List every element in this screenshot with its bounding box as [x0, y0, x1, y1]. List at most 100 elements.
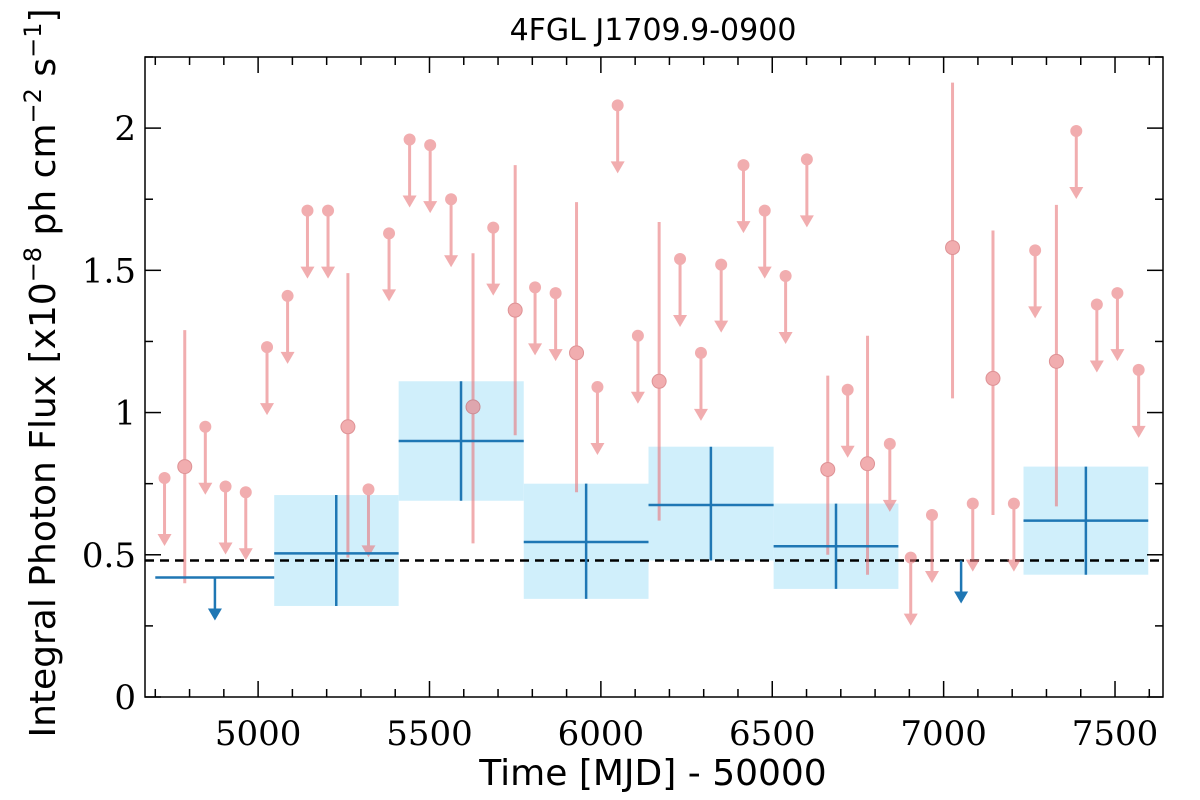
fine-bin-upper-limit: [548, 287, 563, 362]
y-axis-title-part: ]: [23, 8, 64, 22]
fine-bin-upper-limit: [757, 204, 772, 279]
fine-bin-upper-limit-point: [1111, 287, 1124, 300]
y-axis-title-exp: −2: [19, 88, 47, 123]
coarse-bin-detection: [773, 503, 899, 589]
y-axis-title: Integral Photon Flux [x10−8 ph cm−2 s−1]: [19, 8, 64, 737]
fine-bin-upper-limit-arrow: [610, 161, 625, 174]
y-axis-ticks: 0 0.5 1 1.5 2: [82, 56, 1163, 718]
fine-bin-upper-limit-arrow: [965, 559, 980, 572]
y-axis-tick-label: 0.5: [82, 536, 136, 576]
coarse-bin-detection: [274, 495, 399, 606]
fine-bin-upper-limit-point: [758, 204, 771, 217]
fine-bin-upper-limit-point: [1007, 497, 1020, 510]
fine-bin-upper-limit-arrow: [238, 548, 253, 561]
fine-bin-upper-limit-point: [281, 289, 294, 302]
fine-bin-upper-limit: [714, 258, 729, 333]
fine-bin-point: [820, 461, 836, 477]
fine-bin-upper-limit: [840, 383, 855, 458]
fine-bin-upper-limit-arrow: [1069, 186, 1084, 199]
fine-bin-upper-limit-arrow: [1028, 306, 1043, 319]
fine-bin-upper-limit-point: [301, 204, 314, 217]
x-axis-tick-label: 7000: [900, 714, 987, 754]
fine-bin-detection: [569, 202, 585, 493]
coarse-bin-detection: [398, 381, 524, 501]
fine-bin-detection: [1048, 204, 1064, 507]
x-axis-tick-label: 5500: [386, 714, 473, 754]
fine-bin-upper-limit-arrow: [198, 482, 213, 495]
fine-bin-upper-limit-point: [737, 159, 750, 172]
fine-bin-upper-limit-point: [487, 221, 500, 234]
fine-bin-detection: [177, 330, 193, 584]
fine-bin-upper-limits: [157, 99, 1146, 626]
x-axis-tick-label: 7500: [1072, 714, 1159, 754]
fine-bin-upper-limit-arrow: [903, 613, 918, 626]
fine-bin-point: [465, 399, 481, 415]
fine-bin-upper-limit-point: [904, 551, 917, 564]
fine-bin-upper-limit-point: [1070, 124, 1083, 137]
fine-bin-upper-limit: [882, 437, 897, 512]
fine-bin-upper-limit-point: [322, 204, 335, 217]
fine-bin-upper-limit-point: [261, 341, 274, 354]
fine-bin-upper-limit: [321, 204, 336, 279]
fine-bin-upper-limit-arrow: [157, 533, 172, 546]
fine-bin-detection: [985, 230, 1001, 515]
plot-frame: [144, 56, 1164, 698]
fine-bin-detection: [820, 375, 836, 555]
fine-bin-point: [507, 302, 523, 318]
fine-bin-detection: [860, 335, 876, 575]
fine-bin-upper-limit-point: [424, 139, 437, 152]
fine-bin-point: [985, 370, 1001, 386]
fine-bin-upper-limit-point: [611, 99, 624, 112]
fine-bin-upper-limit: [736, 159, 751, 234]
fine-bin-upper-limit-point: [715, 258, 728, 271]
fine-bin-upper-limit: [590, 380, 605, 455]
fine-bin-upper-limit: [198, 420, 213, 495]
fine-bin-upper-limit: [693, 346, 708, 421]
fine-bin-upper-limit-arrow: [924, 570, 939, 583]
fine-bin-upper-limit-point: [445, 193, 458, 206]
fine-bin-upper-limit: [1131, 363, 1146, 438]
fine-bin-detection: [507, 165, 523, 436]
fine-bin-upper-limit: [1006, 497, 1021, 572]
fine-bin-upper-limit: [402, 133, 417, 208]
fine-bin-point: [651, 373, 667, 389]
fine-bin-upper-limit-point: [694, 346, 707, 359]
fine-bin-upper-limit-point: [529, 281, 542, 294]
fine-bin-upper-limit-point: [779, 270, 792, 283]
fine-bin-upper-limit-arrow: [528, 343, 543, 356]
fine-bin-point: [177, 459, 193, 475]
fine-bin-upper-limit-arrow: [486, 283, 501, 296]
fine-bin-upper-limit-arrow: [778, 332, 793, 345]
fine-bin-upper-limit: [610, 99, 625, 174]
y-axis-title-part: Integral Photon Flux [x10: [23, 282, 64, 737]
fine-bin-upper-limit-arrow: [1131, 425, 1146, 438]
coarse-bin-upper-limit-arrow: [954, 591, 969, 604]
fine-bin-upper-limit: [382, 227, 397, 302]
fine-bin-upper-limit-arrow: [736, 221, 751, 234]
fine-bin-upper-limit-point: [239, 486, 252, 499]
x-axis-title: Time [MJD] - 50000: [478, 753, 826, 794]
fine-bin-detections: [177, 82, 1064, 584]
fine-bin-point: [860, 456, 876, 472]
x-axis-tick-label: 5000: [215, 714, 302, 754]
coarse-bin-upper-limits: [155, 560, 969, 621]
fine-bin-detection: [340, 273, 356, 558]
fine-bin-upper-limit: [1110, 287, 1125, 362]
y-axis-title-exp: −8: [19, 247, 47, 282]
y-axis-title-part: s: [23, 58, 64, 88]
fine-bin-upper-limit-point: [158, 471, 171, 484]
fine-bin-upper-limit: [361, 483, 376, 558]
fine-bin-upper-limit: [965, 497, 980, 572]
fine-bin-upper-limit: [778, 270, 793, 345]
fine-bin-upper-limit-arrow: [548, 349, 563, 362]
fine-bin-upper-limit: [630, 329, 645, 404]
fine-bin-upper-limit: [1089, 298, 1104, 373]
fine-bin-upper-limit-point: [800, 153, 813, 166]
fine-bin-upper-limit-arrow: [714, 320, 729, 333]
fine-bin-upper-limit-arrow: [1110, 349, 1125, 362]
y-axis-tick-label: 1.5: [82, 251, 136, 291]
fine-bin-upper-limit-point: [674, 252, 687, 265]
fine-bin-upper-limit-point: [219, 480, 232, 493]
fine-bin-upper-limit-arrow: [757, 266, 772, 279]
